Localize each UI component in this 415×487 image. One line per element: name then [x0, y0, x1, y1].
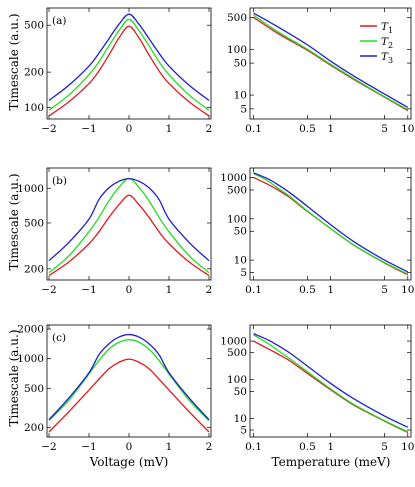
y-tick-label: 5	[240, 103, 247, 115]
series-line-T2-panel-0	[48, 18, 210, 111]
y-tick-label: 100	[227, 44, 247, 56]
y-tick-label: 10	[234, 413, 247, 425]
legend-label-T2: T2	[381, 36, 393, 50]
x-tick-label: 0.1	[245, 284, 262, 296]
y-tick-label: 200	[24, 263, 44, 275]
panel-label: (a)	[52, 15, 66, 27]
y-tick-label: 10	[234, 255, 247, 267]
x-tick-label: 2	[206, 123, 213, 135]
x-tick-label: 0.5	[299, 284, 316, 296]
x-tick-label: −2	[41, 123, 56, 135]
panel-2: −2 −1 0 1 2 200 500 1000 (b)	[17, 167, 213, 296]
series-line-T1-panel-4	[48, 358, 210, 433]
x-tick-label: −2	[41, 284, 56, 296]
x-tick-label: 2	[206, 441, 213, 453]
plot-frame-4	[46, 324, 212, 438]
y-tick-label: 100	[24, 102, 44, 114]
y-tick-label: 50	[234, 58, 247, 70]
plot-frame-0	[46, 7, 212, 120]
x-tick-label: 1	[327, 441, 334, 453]
series-line-T2-panel-4	[48, 339, 210, 422]
panel-label: (c)	[52, 332, 66, 344]
series-line-T3-panel-3	[253, 172, 409, 273]
x-tick-label: −1	[81, 284, 96, 296]
x-tick-label: −1	[81, 441, 96, 453]
x-tick-label: 0	[126, 123, 133, 135]
x-axis-label-temperature: Temperature (meV)	[272, 455, 391, 469]
plot-frame-5	[249, 324, 412, 438]
x-axis-label-voltage: Voltage (mV)	[89, 455, 169, 469]
series-line-T3-panel-0	[48, 13, 210, 101]
series-line-T3-panel-1	[253, 12, 409, 108]
y-tick-label: 200	[24, 422, 44, 434]
series-line-T1-panel-5	[253, 340, 409, 434]
legend-label-T1: T1	[381, 21, 393, 35]
series-line-T2-panel-1	[253, 14, 409, 111]
y-tick-label: 2000	[17, 324, 44, 336]
y-axis-label-row-a: Timescale (a.u.)	[7, 14, 21, 111]
y-tick-label: 100	[227, 374, 247, 386]
y-tick-label: 50	[234, 226, 247, 238]
panel-0: −2 −1 0 1 2 100 200 500 (a)	[24, 7, 213, 135]
y-tick-label: 500	[227, 12, 247, 24]
series-line-T3-panel-2	[48, 178, 210, 262]
x-tick-label: 0.5	[299, 441, 316, 453]
series-line-T2-panel-3	[253, 172, 409, 275]
y-tick-label: 1000	[220, 172, 247, 184]
x-tick-label: 0	[126, 284, 133, 296]
y-tick-label: 10	[234, 90, 247, 102]
x-tick-label: 0.1	[245, 441, 262, 453]
y-axis-label-row-b: Timescale (a.u.)	[7, 174, 21, 271]
y-tick-label: 500	[24, 217, 44, 229]
y-tick-label: 5	[240, 267, 247, 279]
series-line-T1-panel-2	[48, 194, 210, 277]
y-tick-label: 500	[227, 347, 247, 359]
y-tick-label: 1000	[220, 336, 247, 348]
x-tick-label: 0	[126, 441, 133, 453]
x-tick-label: 1	[166, 123, 173, 135]
y-tick-label: 500	[24, 20, 44, 32]
y-tick-label: 100	[227, 213, 247, 225]
panel-4: −2 −1 0 1 2 200 500 1000 2000 (c)	[17, 324, 212, 453]
x-tick-label: 10	[401, 441, 414, 453]
x-tick-label: 1	[166, 441, 173, 453]
x-tick-label: 1	[166, 284, 173, 296]
series-line-T1-panel-0	[48, 25, 210, 117]
y-axis-label-row-c: Timescale (a.u.)	[7, 330, 21, 427]
x-tick-label: −1	[81, 123, 96, 135]
y-tick-label: 200	[24, 67, 44, 79]
legend-label-T3: T3	[381, 51, 393, 65]
x-tick-label: 0.5	[299, 123, 316, 135]
plot-frame-2	[46, 167, 212, 281]
x-tick-label: −2	[41, 441, 56, 453]
y-tick-label: 1000	[17, 183, 44, 195]
y-tick-label: 500	[227, 184, 247, 196]
series-line-T3-panel-5	[253, 333, 409, 428]
x-tick-label: 0.1	[245, 123, 262, 135]
x-tick-label: 10	[401, 284, 414, 296]
y-tick-label: 1000	[17, 353, 44, 365]
x-tick-label: 5	[381, 123, 388, 135]
panel-label: (b)	[52, 175, 67, 187]
y-tick-label: 5	[240, 425, 247, 437]
y-tick-label: 500	[24, 383, 44, 395]
x-tick-label: 2	[206, 284, 213, 296]
y-tick-label: 50	[234, 386, 247, 398]
x-tick-label: 1	[327, 284, 334, 296]
x-tick-label: 1	[327, 123, 334, 135]
series-line-T3-panel-4	[48, 333, 210, 421]
x-tick-label: 10	[401, 123, 414, 135]
x-tick-label: 5	[381, 441, 388, 453]
x-tick-label: 5	[381, 284, 388, 296]
series-line-T2-panel-5	[253, 334, 409, 433]
